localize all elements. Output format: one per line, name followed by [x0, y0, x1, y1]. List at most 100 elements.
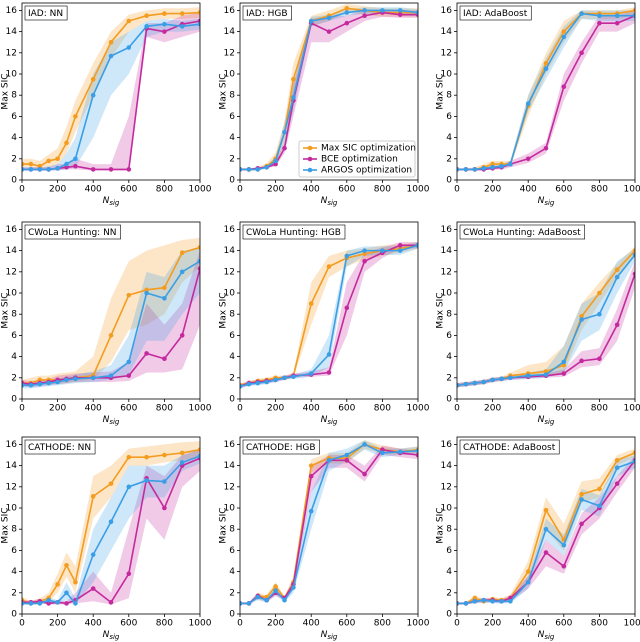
x-tick-label: 800 [156, 619, 173, 629]
data-point [37, 167, 43, 172]
data-point [126, 45, 132, 50]
x-axis-label-sub: sig [109, 633, 120, 641]
data-point [472, 598, 478, 604]
y-tick-label: 0 [446, 395, 452, 405]
y-tick-label: 4 [446, 133, 452, 143]
data-point [543, 550, 549, 555]
plot-area [240, 242, 418, 389]
data-point [162, 452, 167, 458]
y-tick-label: 6 [11, 546, 17, 556]
error-band [22, 237, 200, 387]
data-point [579, 521, 584, 527]
y-axis-label: Max SIC [436, 292, 446, 328]
data-point [614, 20, 620, 26]
x-tick-label: 400 [85, 404, 102, 414]
data-point [614, 458, 620, 463]
data-point [126, 18, 132, 24]
y-tick-label: 14 [6, 461, 18, 471]
data-point [397, 8, 403, 13]
y-tick-label: 2 [229, 588, 235, 598]
data-point [144, 351, 149, 356]
x-axis-label: Nsig [321, 196, 338, 208]
data-point [126, 359, 132, 365]
data-point [632, 8, 635, 13]
data-point [64, 140, 69, 146]
y-tick-label: 6 [11, 112, 17, 122]
error-band [457, 261, 635, 388]
data-point [73, 114, 78, 119]
x-tick-label: 200 [267, 185, 284, 195]
data-point [162, 21, 167, 27]
data-point [525, 373, 531, 378]
data-point [108, 519, 114, 525]
data-point [543, 369, 549, 374]
legend-box [298, 140, 416, 178]
x-axis-label-sub: sig [327, 418, 338, 426]
error-band [457, 10, 635, 171]
subplot: 0 200 400 600 800 1000 0 2 4 6 8 10 12 14 16 Max SIC Nsi… [436, 221, 640, 427]
data-point [144, 454, 149, 460]
y-tick-label: 10 [6, 504, 18, 514]
y-tick-label: 14 [441, 246, 453, 256]
data-point [273, 377, 278, 383]
x-tick-label: 0 [454, 185, 460, 195]
subplot: 0 200 400 600 800 1000 0 2 4 6 8 10 12 14 16 Max SIC Nsi… [219, 221, 430, 426]
data-point [37, 601, 43, 606]
data-point [90, 586, 96, 591]
data-point [179, 450, 185, 456]
x-axis-label: Nsig [103, 196, 120, 208]
title-box [242, 224, 346, 240]
y-tick-label: 6 [229, 546, 235, 556]
x-tick-label: 200 [484, 619, 501, 629]
data-point [326, 15, 332, 21]
y-tick-label: 8 [11, 310, 17, 320]
data-point [108, 53, 114, 59]
x-axis-label-main: N [103, 196, 110, 206]
y-tick-label: 0 [229, 395, 235, 405]
x-tick-label: 800 [374, 185, 391, 195]
data-point [362, 442, 367, 447]
data-point [197, 453, 200, 459]
data-point [344, 20, 350, 26]
plot-area [240, 4, 418, 172]
data-point [499, 163, 504, 169]
y-axis-label: Max SIC [1, 73, 11, 109]
data-point [499, 598, 504, 604]
data-point [291, 95, 296, 100]
subplot: 0 200 400 600 800 1000 0 2 4 6 8 10 12 14 16 Max SIC Nsi… [219, 436, 430, 641]
data-point [126, 571, 132, 577]
axes-frame [239, 221, 419, 400]
x-axis-label: Nsig [538, 415, 555, 427]
y-axis-label: Max SIC [436, 507, 446, 543]
y-tick-label: 16 [224, 440, 236, 450]
data-point [344, 5, 350, 11]
data-point [362, 251, 367, 257]
y-tick-label: 10 [224, 70, 236, 80]
y-tick-label: 16 [6, 440, 18, 450]
x-tick-label: 200 [484, 185, 501, 195]
x-axis-label-main: N [538, 630, 545, 640]
data-point [597, 486, 602, 492]
data-point [308, 473, 314, 479]
x-tick-label: 0 [19, 404, 25, 414]
data-point [90, 552, 96, 557]
chart-title: CWoLa Hunting: NN [28, 228, 117, 238]
data-point [144, 478, 149, 483]
x-tick-label: 600 [555, 404, 572, 414]
data-point [597, 20, 602, 26]
y-axis-label: Max SIC [219, 73, 229, 109]
data-point [579, 317, 584, 322]
title-box [24, 224, 121, 240]
data-point [162, 285, 167, 291]
data-point [37, 381, 43, 387]
y-tick-label: 8 [446, 525, 452, 535]
data-point [561, 362, 567, 368]
data-point [579, 11, 584, 16]
data-point [344, 10, 350, 15]
axes-frame [456, 436, 636, 615]
data-point [525, 101, 531, 106]
data-point [614, 465, 620, 471]
data-point [37, 377, 43, 383]
y-tick-label: 16 [441, 6, 453, 16]
y-tick-label: 16 [224, 225, 236, 235]
